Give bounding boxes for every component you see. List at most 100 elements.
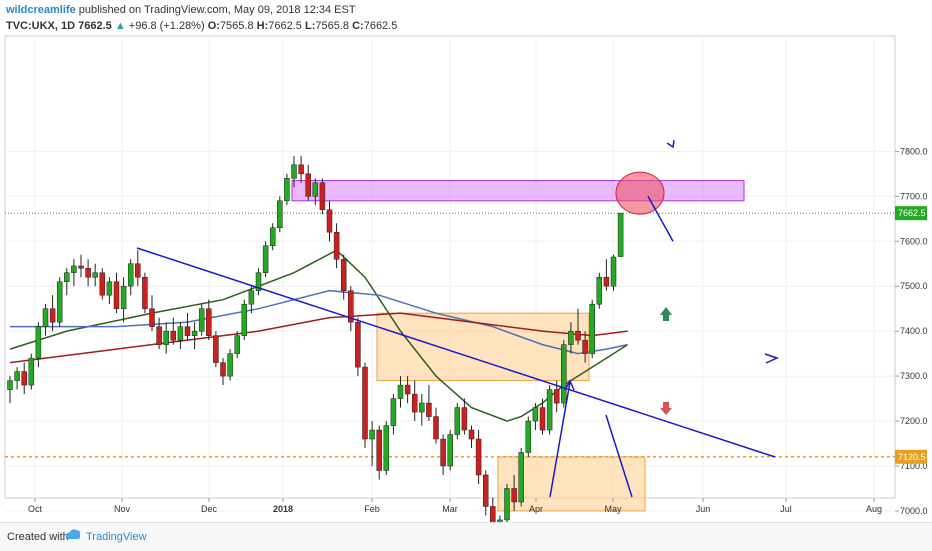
annotations [136, 139, 780, 498]
zone-pointer-line [605, 414, 633, 498]
trendline-arrowhead [764, 353, 780, 364]
x-axis[interactable]: Oct Nov Dec 2018 Feb Mar Apr May Jun Jul Aug [28, 498, 882, 514]
y-tick-label: 7000.0 [900, 506, 928, 516]
candle-body [383, 425, 390, 471]
candle-body [511, 488, 517, 503]
x-tick-label: Dec [201, 504, 218, 514]
candle-body [177, 326, 184, 341]
y-tick-label: 7400.0 [900, 326, 928, 336]
red-down-arrow-stem [663, 402, 669, 408]
ma-red-line [9, 312, 628, 364]
candle-body [227, 353, 233, 377]
candle-body [277, 200, 283, 229]
candle-body [447, 434, 453, 467]
candle-body [21, 371, 27, 386]
candle-body [269, 227, 276, 246]
candle-body [404, 384, 411, 395]
candle-body [7, 380, 13, 390]
candle-body [419, 402, 425, 413]
x-tick-label: 2018 [273, 504, 293, 514]
last-price: 7662.5 [78, 20, 112, 32]
close-value: 7662.5 [363, 20, 398, 32]
open-value: 7565.8 [219, 20, 254, 32]
candle-body [255, 272, 262, 291]
candle-body [390, 398, 397, 426]
candle-body [461, 407, 468, 431]
candle-body [568, 330, 574, 345]
candle-body [127, 263, 134, 287]
candle-body [191, 330, 198, 336]
y-axis[interactable]: 6900.07000.07100.07200.07300.07400.07500… [895, 146, 928, 522]
author-link[interactable]: wildcreamlife [6, 4, 76, 16]
change-value: +96.8 (+1.28%) [128, 20, 205, 32]
chart-header: wildcreamlife published on TradingView.c… [6, 2, 397, 34]
candle-body [305, 173, 311, 197]
candle-body [532, 407, 539, 422]
candle-body [539, 407, 546, 431]
candle-body [355, 321, 361, 368]
level-price-tag [895, 449, 927, 464]
candle-body [113, 281, 120, 309]
candle-body [142, 276, 148, 309]
x-tick-label: Nov [114, 504, 131, 514]
candle-body [312, 182, 319, 197]
candle-body [14, 371, 20, 381]
last-price-tag-label: 7662.5 [898, 208, 926, 218]
candle-body [490, 506, 496, 522]
candle-body [411, 393, 418, 413]
candle-body [248, 290, 255, 305]
candle-body [348, 290, 354, 323]
candle-body [206, 308, 212, 336]
high-value: 7662.5 [268, 20, 302, 32]
candle-body [71, 265, 77, 273]
x-tick-label: Jun [696, 504, 711, 514]
x-tick-label: May [604, 504, 622, 514]
candle-body [454, 407, 461, 435]
candle-body [518, 452, 524, 503]
candle-body [220, 362, 226, 377]
high-label: H: [256, 20, 269, 32]
y-tick-label: 7300.0 [900, 371, 928, 381]
candle-body [298, 164, 304, 175]
y-tick-label: 7800.0 [900, 146, 928, 156]
candle-body [213, 335, 219, 363]
y-tick-label: 7500.0 [900, 281, 928, 291]
green-up-arrow-icon [660, 307, 672, 315]
tradingview-logo-icon [65, 529, 81, 539]
candle-body [482, 474, 489, 507]
x-tick-label: Mar [442, 504, 458, 514]
candle-body [369, 429, 375, 440]
candle-body [156, 326, 162, 345]
candle-body [617, 212, 624, 257]
candle-body [376, 429, 382, 471]
candle-body [291, 164, 297, 179]
resistance-zone [291, 180, 745, 202]
level-price-tag-label: 7120.5 [898, 452, 926, 462]
candles [7, 155, 624, 522]
candle-body [575, 330, 581, 341]
candlestick-chart[interactable]: 6900.07000.07100.07200.07300.07400.07500… [0, 0, 932, 522]
candle-body [504, 488, 510, 521]
symbol-label: TVC:UKX, 1D [6, 20, 76, 32]
x-tick-label: Apr [529, 504, 543, 514]
red-down-arrow-icon [660, 408, 672, 415]
footer-bar: Created with TradingView [0, 522, 932, 551]
publish-line: wildcreamlife published on TradingView.c… [6, 2, 397, 18]
candle-body [99, 272, 106, 296]
x-tick-label: Feb [364, 504, 380, 514]
candle-body [92, 272, 98, 278]
candle-body [468, 429, 475, 440]
candle-body [525, 420, 532, 453]
tradingview-brand[interactable]: TradingView [86, 531, 147, 543]
candle-body [42, 308, 49, 327]
candle-body [553, 389, 560, 404]
candle-body [440, 438, 446, 467]
open-label: O: [207, 20, 220, 32]
y-tick-label: 7700.0 [900, 191, 928, 201]
down-projection-arrowhead [666, 139, 675, 149]
candle-body [28, 357, 35, 386]
candle-body [596, 276, 603, 305]
candle-body [326, 209, 333, 233]
candle-body [475, 438, 482, 476]
x-tick-label: Jul [780, 504, 792, 514]
